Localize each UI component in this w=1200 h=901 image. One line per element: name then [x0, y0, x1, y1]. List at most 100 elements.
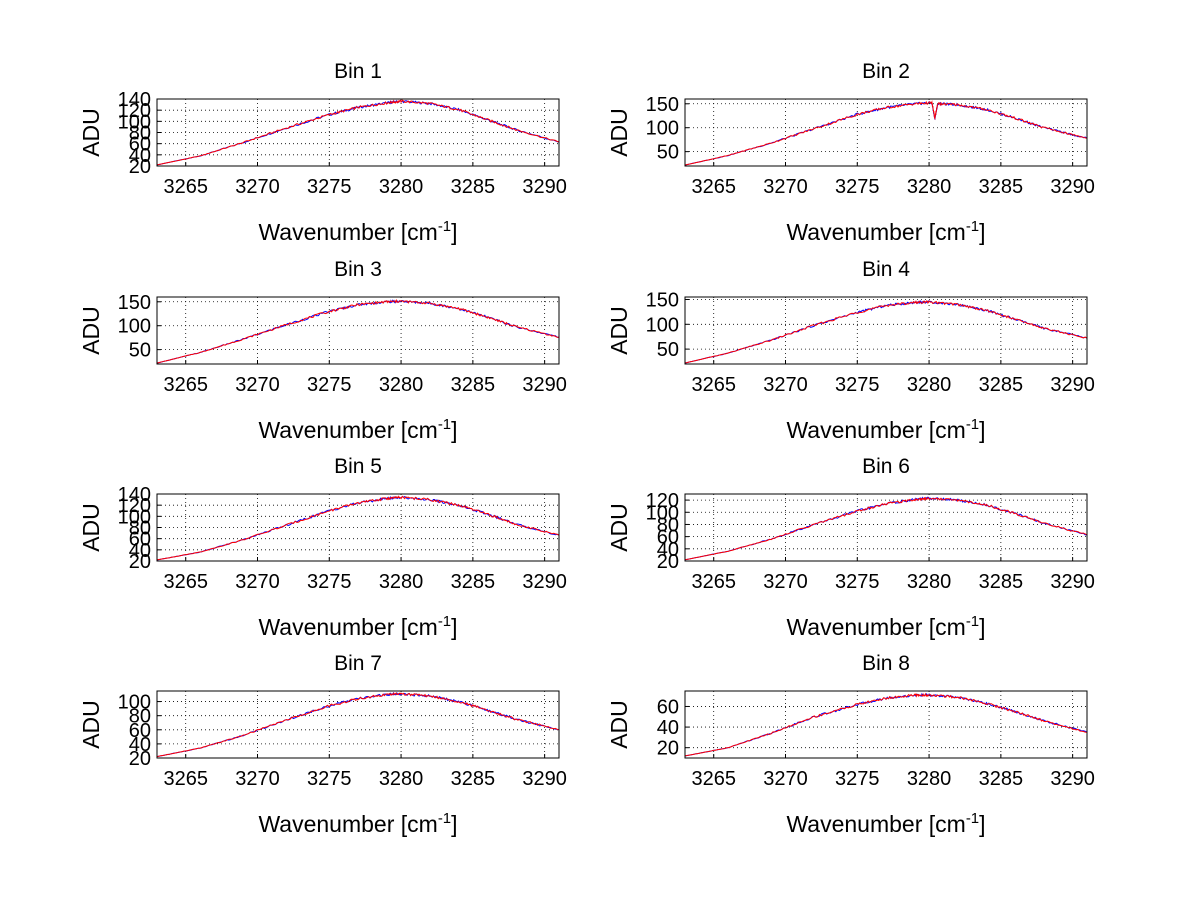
- x-tick-label: 3290: [522, 571, 567, 593]
- x-axis-label: Wavenumber [cm-1]: [786, 810, 985, 837]
- y-axis-label: ADU: [78, 503, 104, 552]
- series-line-red: [684, 496, 1088, 561]
- x-tick-label: 3265: [691, 768, 736, 790]
- series-line-red: [156, 298, 560, 364]
- y-tick-label: 60: [129, 720, 151, 742]
- subplot-title: Bin 5: [334, 455, 382, 478]
- x-tick-label: 3280: [379, 768, 424, 790]
- x-tick-label: 3270: [763, 374, 808, 396]
- axes-frame: [684, 296, 1088, 365]
- y-tick-label: 50: [129, 340, 151, 362]
- plot-area: [157, 297, 559, 364]
- y-axis-label: ADU: [78, 700, 104, 749]
- y-tick-label: 60: [129, 529, 151, 551]
- y-tick-label: 20: [129, 748, 151, 770]
- y-tick-label: 60: [657, 696, 679, 718]
- x-tick-label: 3290: [1050, 571, 1095, 593]
- x-tick-label: 3275: [835, 768, 880, 790]
- x-tick-label: 3280: [379, 176, 424, 198]
- x-tick-label: 3265: [163, 768, 208, 790]
- x-tick-label: 3265: [163, 374, 208, 396]
- x-tick-label: 3270: [763, 768, 808, 790]
- y-tick-label: 140: [118, 89, 151, 111]
- series-line-red: [684, 100, 1088, 166]
- y-tick-label: 40: [129, 540, 151, 562]
- x-tick-label: 3285: [979, 176, 1024, 198]
- y-tick-label: 100: [118, 316, 151, 338]
- y-tick-label: 40: [657, 539, 679, 561]
- y-tick-label: 20: [129, 551, 151, 573]
- x-axis-label: Wavenumber [cm-1]: [258, 218, 457, 245]
- y-tick-label: 80: [129, 706, 151, 728]
- x-tick-label: 3270: [235, 374, 280, 396]
- y-tick-label: 40: [657, 717, 679, 739]
- y-axis-label: ADU: [606, 306, 632, 355]
- y-tick-label: 20: [657, 738, 679, 760]
- series-line-red: [156, 495, 560, 561]
- x-tick-label: 3290: [522, 176, 567, 198]
- y-tick-label: 120: [118, 100, 151, 122]
- x-tick-label: 3270: [235, 176, 280, 198]
- x-tick-label: 3275: [307, 374, 352, 396]
- x-tick-label: 3265: [691, 571, 736, 593]
- x-tick-label: 3275: [307, 176, 352, 198]
- subplot-title: Bin 4: [862, 258, 910, 281]
- y-tick-label: 50: [657, 142, 679, 164]
- x-axis-label: Wavenumber [cm-1]: [786, 218, 985, 245]
- y-axis-label: ADU: [606, 700, 632, 749]
- x-tick-label: 3275: [835, 571, 880, 593]
- x-tick-label: 3275: [835, 374, 880, 396]
- x-tick-label: 3270: [763, 571, 808, 593]
- y-tick-label: 20: [129, 156, 151, 178]
- y-axis-label: ADU: [606, 108, 632, 157]
- y-tick-label: 120: [118, 495, 151, 517]
- y-tick-label: 60: [657, 527, 679, 549]
- x-tick-label: 3290: [522, 768, 567, 790]
- axes-frame: [684, 493, 1088, 562]
- x-tick-label: 3280: [379, 571, 424, 593]
- series-line-red: [684, 300, 1088, 364]
- subplot-title: Bin 3: [334, 258, 382, 281]
- y-tick-label: 150: [646, 289, 679, 311]
- y-tick-label: 80: [657, 514, 679, 536]
- series-line-red: [156, 692, 560, 758]
- x-tick-label: 3275: [307, 571, 352, 593]
- y-axis-label: ADU: [78, 108, 104, 157]
- x-axis-label: Wavenumber [cm-1]: [786, 613, 985, 640]
- x-tick-label: 3290: [522, 374, 567, 396]
- x-tick-label: 3270: [763, 176, 808, 198]
- x-axis-label: Wavenumber [cm-1]: [258, 810, 457, 837]
- subplot-1: 3265 3270 3275 3280 3285 3290 2040608010012014…: [78, 60, 567, 245]
- x-tick-label: 3270: [235, 768, 280, 790]
- x-tick-label: 3285: [451, 176, 496, 198]
- y-tick-label: 150: [118, 292, 151, 314]
- y-tick-label: 80: [129, 123, 151, 145]
- x-tick-label: 3285: [451, 768, 496, 790]
- x-tick-label: 3275: [835, 176, 880, 198]
- series-line-red: [684, 692, 1088, 757]
- series-line-blue: [156, 691, 560, 758]
- y-tick-label: 150: [646, 94, 679, 116]
- x-axis-label: Wavenumber [cm-1]: [786, 416, 985, 443]
- y-tick-label: 100: [118, 506, 151, 528]
- x-tick-label: 3265: [163, 176, 208, 198]
- y-axis-label: ADU: [78, 306, 104, 355]
- y-tick-label: 40: [129, 734, 151, 756]
- x-tick-label: 3290: [1050, 768, 1095, 790]
- plot-area: [685, 297, 1087, 364]
- x-tick-label: 3280: [907, 571, 952, 593]
- x-axis-label: Wavenumber [cm-1]: [258, 416, 457, 443]
- x-tick-label: 3290: [1050, 176, 1095, 198]
- y-tick-label: 100: [118, 692, 151, 714]
- axes-frame: [684, 690, 1088, 759]
- plot-area: [685, 691, 1087, 758]
- axes-frame: [156, 690, 560, 759]
- axes-frame: [156, 296, 560, 365]
- x-axis-label: Wavenumber [cm-1]: [258, 613, 457, 640]
- plot-area: [685, 99, 1087, 166]
- x-tick-label: 3285: [979, 571, 1024, 593]
- subplot-4: 3265 3270 3275 3280 3285 3290 50 100 150 Bin 4 Wav…: [606, 258, 1095, 443]
- y-tick-label: 120: [646, 490, 679, 512]
